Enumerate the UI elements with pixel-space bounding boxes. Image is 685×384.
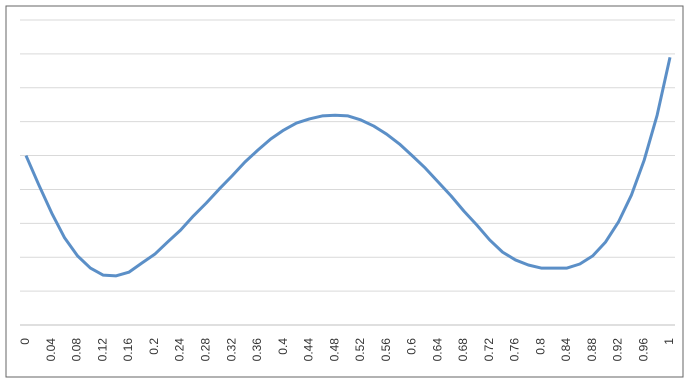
x-tick-label: 0.56 (379, 338, 393, 362)
x-tick-label: 0.12 (95, 338, 109, 362)
x-tick-label: 0.84 (559, 338, 573, 362)
x-tick-label: 0.16 (121, 338, 135, 362)
x-tick-label: 0.08 (70, 338, 84, 362)
x-tick-label: 0.72 (482, 338, 496, 362)
x-tick-label: 0.24 (173, 338, 187, 362)
x-tick-label: 0.64 (430, 338, 444, 362)
x-tick-label: 0.68 (456, 338, 470, 362)
x-tick-label: 0.2 (147, 338, 161, 355)
line-series (24, 56, 672, 278)
x-tick-label: 0.28 (198, 338, 212, 362)
x-tick-label: 0.6 (405, 338, 419, 355)
x-tick-label: 0.48 (327, 338, 341, 362)
x-tick-label: 0.04 (44, 338, 58, 362)
x-tick-label: 1 (662, 338, 676, 345)
x-tick-label: 0.36 (250, 338, 264, 362)
x-tick-label: 0.92 (611, 338, 625, 362)
x-tick-label: 0.88 (585, 338, 599, 362)
x-tick-label: 0.96 (636, 338, 650, 362)
x-tick-label: 0.32 (224, 338, 238, 362)
x-tick-label: 0.4 (276, 338, 290, 355)
x-tick-label: 0 (18, 338, 32, 345)
x-tick-label: 0.76 (508, 338, 522, 362)
x-tick-label: 0.8 (533, 338, 547, 355)
chart-border (5, 5, 684, 378)
x-tick-label: 0.44 (302, 338, 316, 362)
x-tick-label: 0.52 (353, 338, 367, 362)
